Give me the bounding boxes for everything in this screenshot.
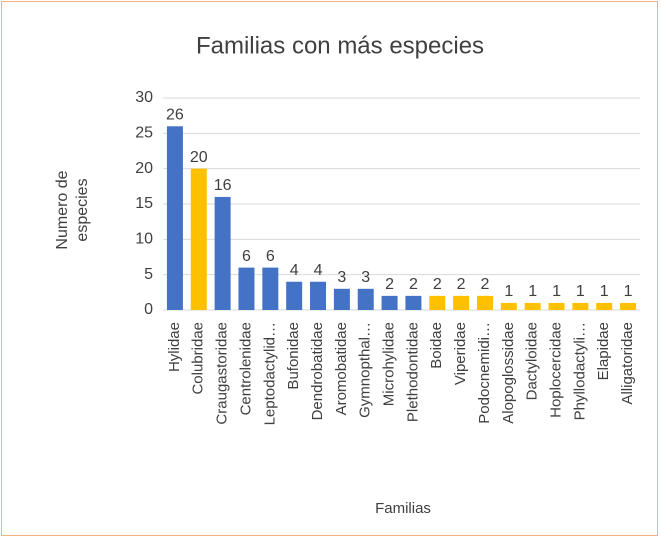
bar bbox=[476, 295, 493, 310]
x-tick-label: Boidae bbox=[428, 322, 445, 369]
x-tick-label: Bufonidae bbox=[285, 322, 302, 390]
x-tick-label: Gymnopthal… bbox=[357, 322, 374, 418]
data-label: 1 bbox=[576, 283, 585, 300]
bar bbox=[238, 267, 255, 310]
data-label: 20 bbox=[190, 149, 208, 166]
y-axis-label: Numero de especies bbox=[54, 170, 91, 250]
x-tick-label: Dendrobatidae bbox=[309, 322, 326, 420]
data-label: 4 bbox=[290, 262, 299, 279]
chart-title: Familias con más especies bbox=[196, 32, 484, 59]
data-label: 2 bbox=[481, 276, 490, 293]
x-tick-label: Aromobatidae bbox=[333, 322, 350, 415]
data-label: 1 bbox=[552, 283, 561, 300]
bar bbox=[357, 288, 374, 310]
data-label: 1 bbox=[528, 283, 537, 300]
bar bbox=[453, 295, 470, 310]
y-tick-label: 10 bbox=[135, 231, 153, 248]
bar bbox=[500, 302, 517, 310]
bar bbox=[310, 281, 327, 310]
x-tick-label: Hylidae bbox=[166, 322, 183, 372]
x-tick-label: Colubridae bbox=[190, 322, 207, 395]
y-tick-label: 0 bbox=[144, 301, 153, 318]
bar bbox=[214, 196, 231, 310]
bar bbox=[262, 267, 279, 310]
data-label: 6 bbox=[266, 248, 275, 265]
y-tick-label: 20 bbox=[135, 160, 153, 177]
x-axis-label: Familias bbox=[375, 500, 431, 517]
x-tick-label: Dactyloidae bbox=[524, 322, 541, 400]
y-tick-label: 30 bbox=[135, 89, 153, 106]
data-label: 2 bbox=[433, 276, 442, 293]
bar bbox=[405, 295, 422, 310]
bar bbox=[596, 302, 613, 310]
x-tick-label: Leptodactylid… bbox=[261, 322, 278, 425]
bar bbox=[333, 288, 350, 310]
x-tick-label: Elapidae bbox=[595, 322, 612, 380]
data-label: 26 bbox=[166, 106, 184, 123]
data-label: 2 bbox=[385, 276, 394, 293]
x-tick-label: Podocnemidi… bbox=[476, 322, 493, 424]
data-label: 1 bbox=[624, 283, 633, 300]
bar bbox=[166, 126, 183, 311]
data-label: 2 bbox=[457, 276, 466, 293]
x-tick-label: Craugastoridae bbox=[214, 322, 231, 425]
bar bbox=[381, 295, 398, 310]
bar bbox=[548, 302, 565, 310]
x-tick-label: Phyllodactyli… bbox=[571, 322, 588, 420]
data-label: 4 bbox=[314, 262, 323, 279]
bar bbox=[524, 302, 541, 310]
data-label: 3 bbox=[337, 269, 346, 286]
x-tick-label: Hoplocercidae bbox=[547, 322, 564, 418]
x-tick-label: Viperidae bbox=[452, 322, 469, 385]
data-label: 6 bbox=[242, 248, 251, 265]
bar bbox=[620, 302, 637, 310]
x-tick-label: Alopoglossidae bbox=[500, 322, 517, 424]
data-label: 16 bbox=[214, 177, 232, 194]
data-label: 1 bbox=[504, 283, 513, 300]
bar bbox=[572, 302, 589, 310]
data-label: 3 bbox=[361, 269, 370, 286]
y-tick-label: 5 bbox=[144, 266, 153, 283]
x-tick-label: Alligatoridae bbox=[619, 322, 636, 405]
data-label: 1 bbox=[600, 283, 609, 300]
x-tick-label: Centrolenidae bbox=[237, 322, 254, 415]
x-tick-label: Microhylidae bbox=[381, 322, 398, 406]
bar bbox=[286, 281, 303, 310]
y-tick-label: 25 bbox=[135, 125, 153, 142]
bar bbox=[190, 168, 207, 310]
y-tick-label: 15 bbox=[135, 195, 153, 212]
x-tick-label: Plethodontidae bbox=[404, 322, 421, 422]
bar bbox=[429, 295, 446, 310]
data-label: 2 bbox=[409, 276, 418, 293]
